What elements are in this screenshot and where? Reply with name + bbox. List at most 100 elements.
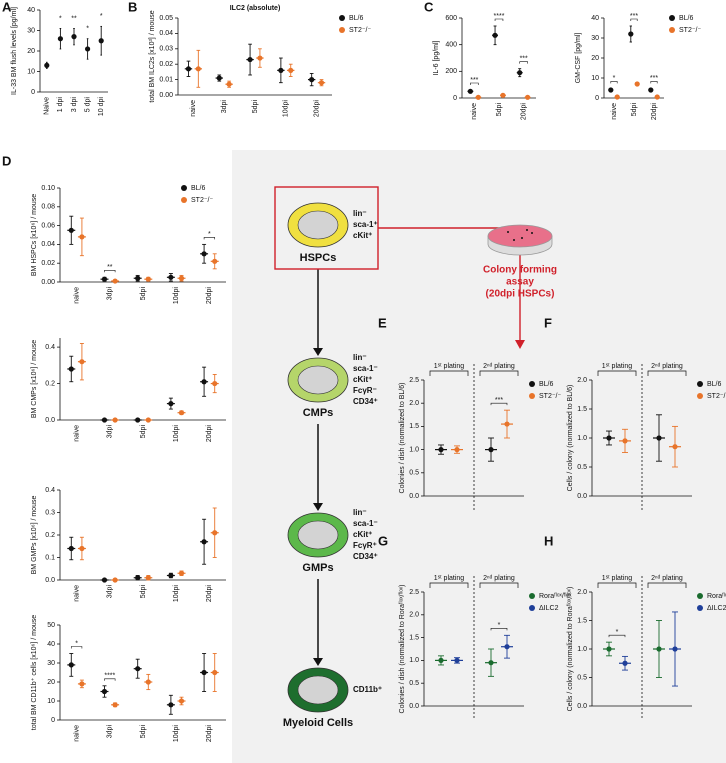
mean-dot	[201, 669, 207, 676]
cell-marker: FcγR⁻	[353, 386, 377, 395]
y-axis-label: BM HSPCs [x10⁶] / mouse	[31, 194, 38, 276]
dish	[487, 224, 553, 248]
y-axis-label: Cells / colony (normalized to Roraᶠˡᵒˣ/ᶠ…	[567, 587, 574, 712]
arrow-head	[313, 348, 323, 356]
mean-dot	[622, 438, 628, 444]
y-tick-label: 2.0	[409, 612, 419, 619]
mean-dot	[212, 669, 218, 676]
y-tick-label: 0.08	[41, 204, 55, 211]
x-tick-label: 20dpi	[206, 287, 213, 305]
assay-label: Colony forming	[483, 265, 557, 276]
y-tick-label: 0.2	[45, 532, 55, 539]
panel-letter: G	[378, 533, 388, 548]
x-tick-label: 5dpi	[140, 725, 147, 739]
cell-marker: lin⁻	[353, 353, 367, 362]
y-axis-label: Colonies / dish (normalized to BL/6)	[399, 383, 406, 494]
y-tick-label: 1.0	[409, 657, 419, 664]
y-tick-label: 1.5	[409, 634, 419, 641]
mean-dot	[504, 644, 510, 650]
significance: *	[100, 13, 103, 20]
mean-dot	[112, 702, 118, 708]
mean-dot	[135, 575, 141, 581]
y-tick-label: 0.2	[45, 380, 55, 387]
mean-dot	[101, 417, 108, 423]
legend-label: ST2⁻/⁻	[349, 27, 371, 34]
x-tick-label: 3dpi	[107, 725, 114, 739]
significance: ****	[104, 673, 115, 680]
significance: *	[498, 622, 501, 629]
panel-letter: A	[2, 0, 12, 14]
mean-dot	[517, 70, 523, 76]
mean-dot	[195, 66, 201, 72]
y-tick-label: 0.01	[159, 76, 173, 83]
y-tick-label: 1.0	[577, 435, 587, 442]
mean-dot	[57, 36, 64, 42]
x-tick-label: 10 dpi	[98, 97, 105, 117]
y-tick-label: 0.02	[41, 260, 55, 267]
y-tick-label: 0.4	[45, 344, 55, 351]
x-tick-label: 5dpi	[140, 287, 147, 301]
mean-dot	[112, 577, 118, 583]
cell-marker: sca-1⁻	[353, 519, 378, 528]
y-tick-label: 0.04	[41, 241, 55, 248]
x-tick-label: 20dpi	[313, 100, 320, 118]
mean-dot	[71, 34, 77, 40]
category-label: 2ⁿᵈ plating	[651, 363, 683, 370]
mean-dot	[622, 660, 628, 666]
legend-marker	[181, 185, 187, 191]
mean-dot	[178, 698, 185, 704]
colony	[513, 239, 515, 241]
mean-dot	[145, 276, 151, 282]
mean-dot	[101, 577, 108, 583]
mean-dot	[614, 94, 620, 100]
x-tick-label: 3dpi	[107, 585, 114, 599]
cell-nucleus	[297, 365, 339, 395]
significance: *	[613, 75, 616, 82]
mean-dot	[68, 366, 74, 372]
x-tick-label: Naive	[44, 97, 51, 115]
legend-marker	[669, 27, 675, 33]
legend-label: Roraᶠˡᵒˣ/ᶠˡᵒˣ	[707, 593, 726, 600]
legend-label: BL/6	[191, 185, 206, 192]
mean-dot	[634, 81, 640, 87]
sig-bracket	[104, 270, 116, 273]
mean-dot	[168, 702, 174, 708]
significance: *	[86, 26, 89, 33]
legend-marker	[697, 593, 703, 599]
panel-letter: F	[544, 315, 552, 330]
significance: ****	[494, 13, 505, 20]
y-axis-label: GM-CSF [pg/ml]	[575, 33, 582, 84]
mean-dot	[226, 81, 232, 87]
x-tick-label: naive	[190, 100, 197, 117]
significance: *	[75, 640, 78, 647]
legend-marker	[181, 197, 187, 203]
x-tick-label: naive	[73, 585, 80, 602]
mean-dot	[101, 276, 108, 282]
cell-nucleus	[297, 675, 339, 705]
mean-dot	[178, 275, 185, 281]
y-tick-label: 0	[31, 89, 35, 96]
legend-label: BL/6	[539, 381, 554, 388]
legend-marker	[697, 605, 703, 611]
y-tick-label: 0.1	[45, 554, 55, 561]
mean-dot	[101, 688, 108, 695]
y-tick-label: 1.5	[577, 617, 587, 624]
y-axis-label: IL-6 [pg/ml]	[433, 40, 440, 75]
legend-label: BL/6	[679, 15, 694, 22]
y-tick-label: 1.0	[577, 646, 587, 653]
y-tick-label: 0.02	[159, 61, 173, 68]
legend-label: ST2⁻/⁻	[191, 197, 213, 204]
mean-dot	[278, 67, 284, 73]
mean-dot	[454, 447, 460, 453]
mean-dot	[318, 80, 325, 86]
y-tick-label: 0.06	[41, 222, 55, 229]
cell-marker: sca-1⁺	[353, 220, 378, 229]
mean-dot	[216, 75, 222, 81]
y-tick-label: 10	[27, 68, 35, 75]
category-label: 2ⁿᵈ plating	[483, 363, 515, 370]
legend-label: BL/6	[349, 15, 364, 22]
mean-dot	[68, 227, 74, 233]
mean-dot	[475, 94, 481, 100]
cell-nucleus	[297, 210, 339, 240]
